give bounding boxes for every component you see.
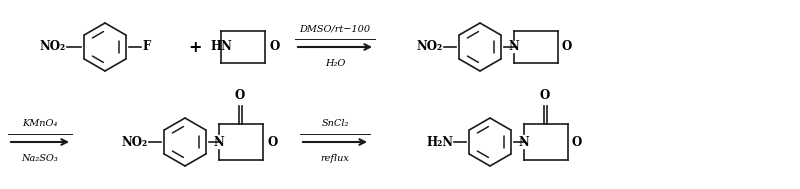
Text: O: O — [269, 40, 279, 53]
Text: H₂N: H₂N — [426, 136, 453, 149]
Text: Na₂SO₃: Na₂SO₃ — [22, 154, 58, 163]
Text: DMSO/rt−100: DMSO/rt−100 — [299, 24, 370, 33]
Text: reflux: reflux — [321, 154, 350, 163]
Text: NO₂: NO₂ — [40, 40, 66, 53]
Text: N: N — [509, 40, 519, 53]
Text: O: O — [267, 136, 278, 149]
Text: SnCl₂: SnCl₂ — [322, 119, 349, 128]
Text: O: O — [562, 40, 572, 53]
Text: +: + — [188, 40, 202, 54]
Text: KMnO₄: KMnO₄ — [22, 119, 58, 128]
Text: N: N — [214, 136, 224, 149]
Text: H₂O: H₂O — [325, 59, 345, 68]
Text: HN: HN — [210, 40, 232, 53]
Text: NO₂: NO₂ — [122, 136, 148, 149]
Text: F: F — [142, 40, 150, 53]
Text: O: O — [572, 136, 582, 149]
Text: N: N — [518, 136, 530, 149]
Text: O: O — [540, 89, 550, 102]
Text: O: O — [234, 89, 245, 102]
Text: NO₂: NO₂ — [417, 40, 443, 53]
